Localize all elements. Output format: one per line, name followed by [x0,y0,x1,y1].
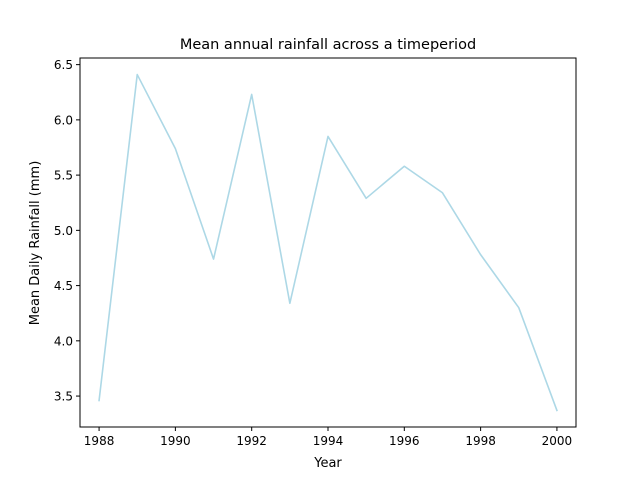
x-axis-label: Year [313,456,342,471]
y-tick-label: 4.0 [54,334,73,348]
y-tick-label: 6.0 [54,113,73,127]
data-point [479,253,481,255]
data-point [327,135,329,137]
y-tick-label: 6.5 [54,58,73,72]
data-point [403,165,405,167]
x-tick-label: 2000 [542,434,573,448]
x-tick-label: 1998 [465,434,496,448]
plot-frame [79,57,577,428]
chart-title: Mean annual rainfall across a timeperiod [180,37,476,53]
y-tick-label: 5.5 [54,169,73,183]
data-point [212,258,214,260]
axes: 1988 1990 1992 1994 1996 1998 2000 3.5 4.0 4.5 5.0… [54,57,577,448]
x-tick-label: 1990 [160,434,191,448]
data-point [556,409,558,411]
data-point [250,93,252,95]
data-point [289,302,291,304]
y-axis-label: Mean Daily Rainfall (mm) [28,161,43,326]
x-tick-label: 1992 [236,434,267,448]
x-tick-label: 1996 [389,434,420,448]
plot-area [98,73,558,412]
data-point [136,73,138,75]
y-tick-label: 4.5 [54,279,73,293]
y-tick-label: 3.5 [54,390,73,404]
data-point [365,197,367,199]
data-point [174,147,176,149]
data-point [98,399,100,401]
x-tick-label: 1988 [84,434,115,448]
series-line [98,73,558,412]
x-tick-label: 1994 [313,434,344,448]
y-tick-label: 5.0 [54,224,73,238]
data-point [518,306,520,308]
data-point [441,192,443,194]
